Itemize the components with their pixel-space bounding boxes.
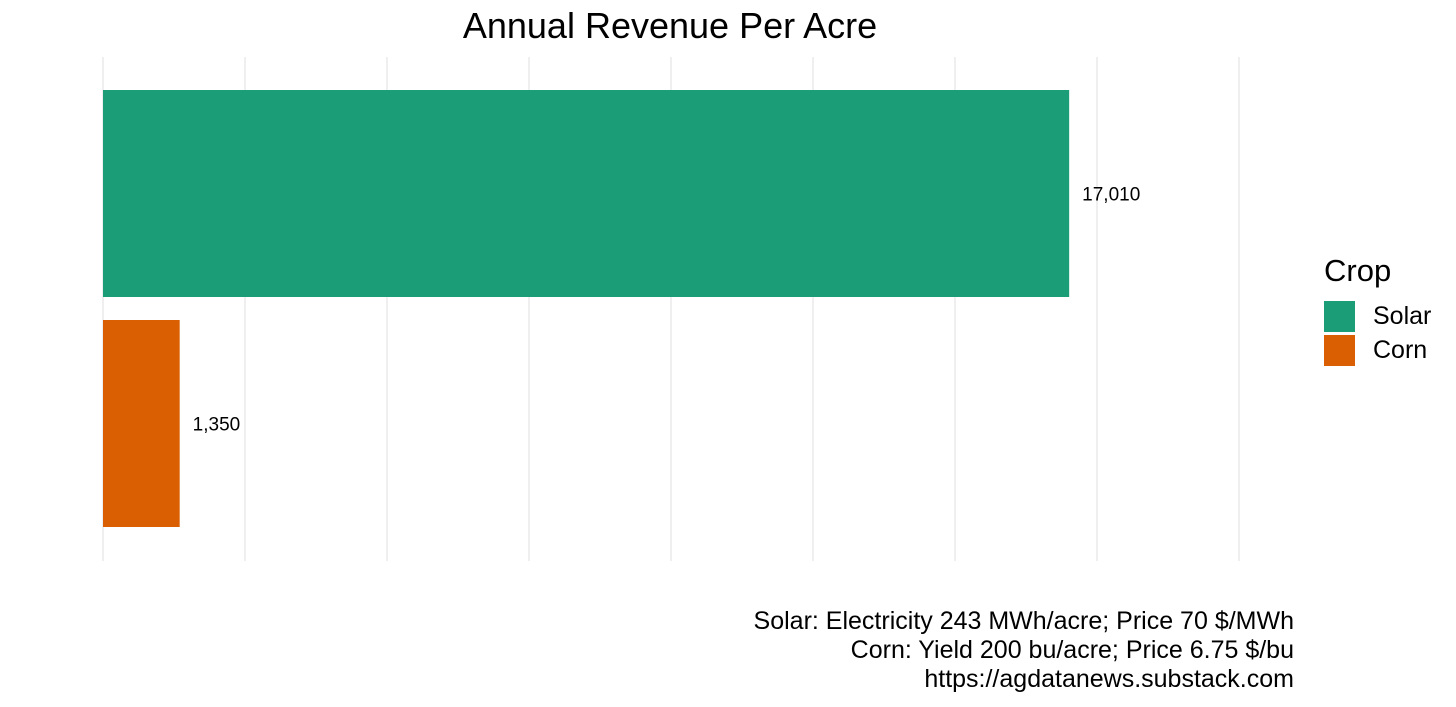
legend: Crop Solar Corn	[1324, 252, 1454, 368]
caption-line-corn: Corn: Yield 200 bu/acre; Price 6.75 $/bu	[850, 636, 1294, 664]
caption-line-solar: Solar: Electricity 243 MWh/acre; Price 7…	[753, 607, 1294, 635]
legend-item-corn: Corn	[1324, 334, 1454, 367]
legend-swatch-solar	[1324, 301, 1355, 332]
value-label-solar: 17,010	[1082, 185, 1140, 206]
legend-swatch-corn	[1324, 335, 1355, 366]
legend-label-corn: Corn	[1373, 336, 1428, 364]
chart-caption: Solar: Electricity 243 MWh/acre; Price 7…	[754, 607, 1294, 694]
caption-line-source: https://agdatanews.substack.com	[924, 665, 1294, 693]
value-label-corn: 1,350	[193, 415, 241, 436]
bars	[103, 90, 1070, 527]
value-labels: 17,010 1,350	[193, 185, 1141, 436]
legend-label-solar: Solar	[1373, 302, 1432, 330]
bar-solar	[103, 90, 1070, 297]
legend-title: Crop	[1324, 253, 1392, 288]
chart-title: Annual Revenue Per Acre	[462, 5, 878, 46]
bar-corn	[103, 320, 180, 527]
legend-item-solar: Solar	[1324, 300, 1454, 333]
